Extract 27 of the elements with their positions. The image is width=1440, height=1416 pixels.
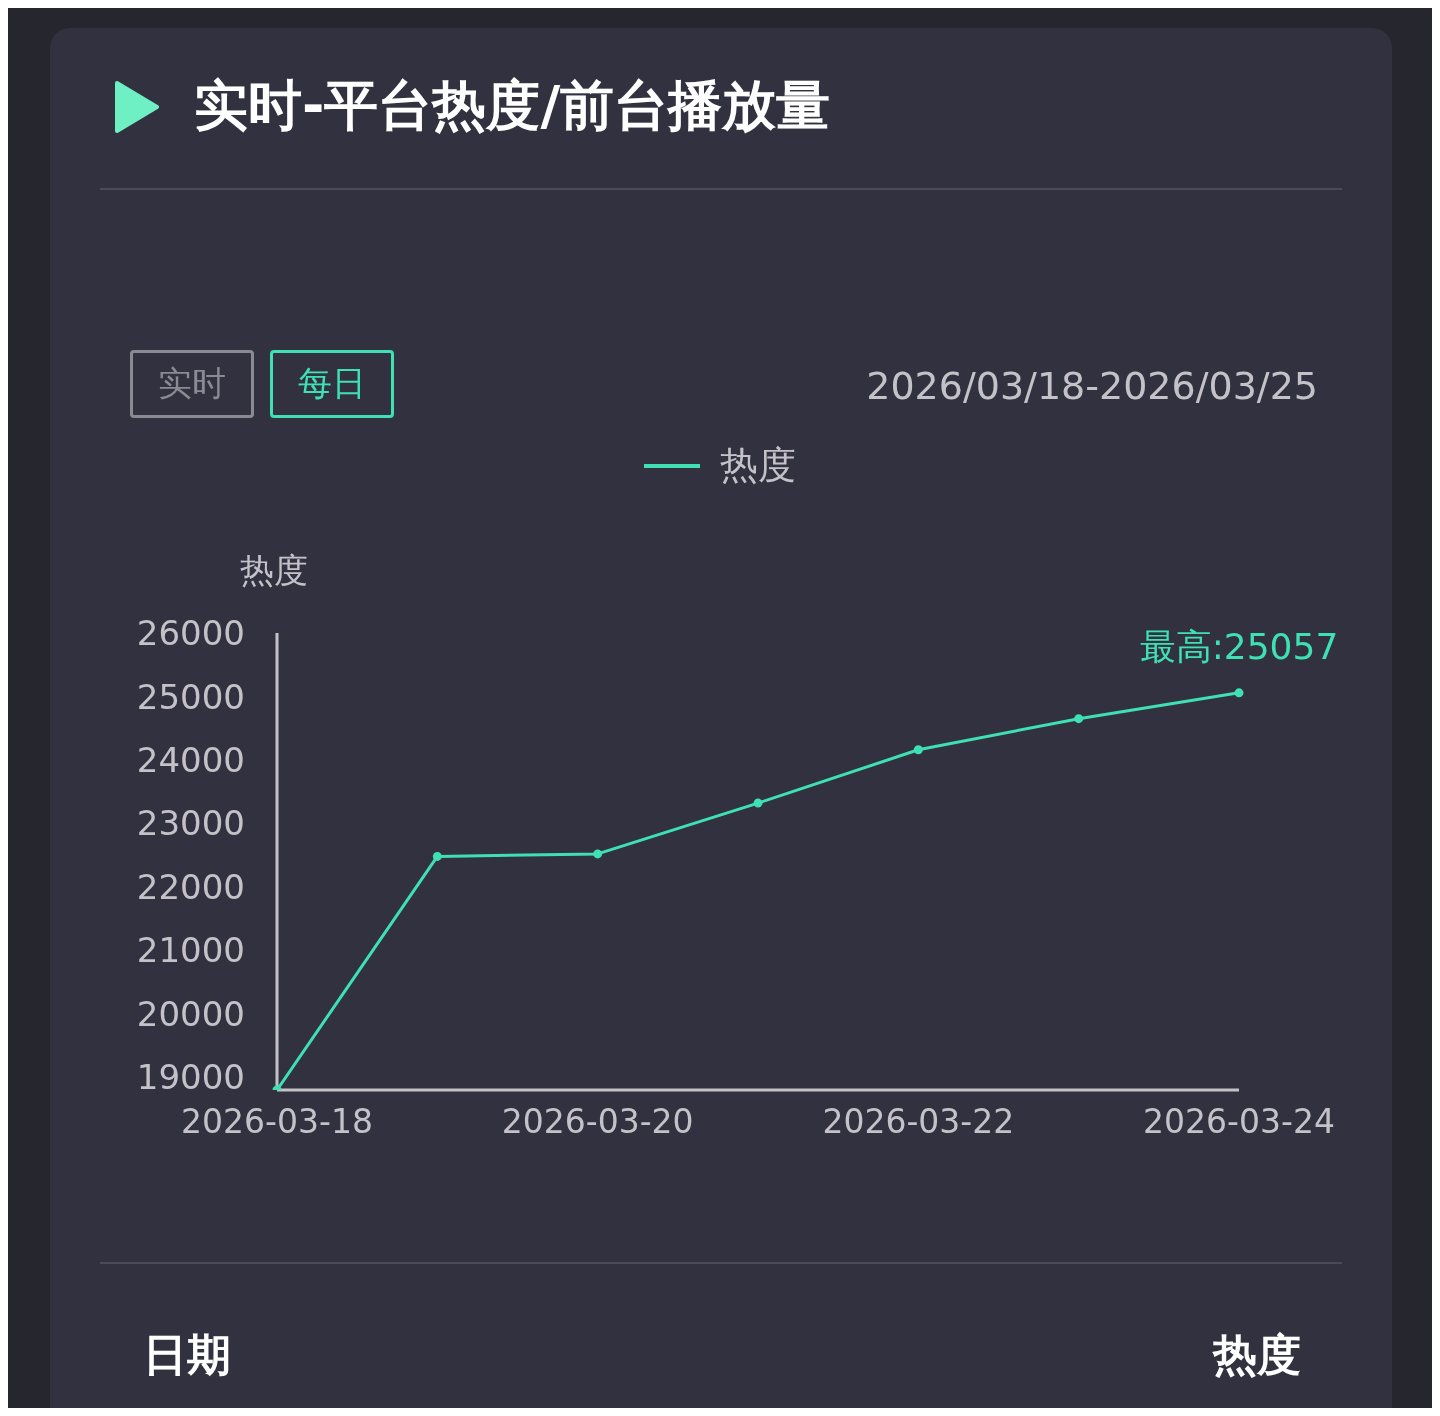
point	[593, 849, 603, 859]
x-tick-label: 2026-03-22	[822, 1102, 1015, 1142]
point	[913, 745, 923, 755]
y-tick-label: 22000	[136, 866, 245, 907]
text: 日期	[143, 1328, 231, 1382]
annotation: 最高:25057	[1139, 625, 1339, 667]
text: 每日	[270, 350, 394, 418]
chart-title: 实时-平台热度/前台播放量	[194, 73, 831, 139]
x-tick-label: 2026-03-18	[181, 1102, 373, 1142]
point	[753, 798, 763, 808]
point	[432, 851, 442, 861]
y-tick-label: 26000	[136, 613, 245, 654]
y-tick-label: 23000	[136, 803, 245, 844]
point	[1234, 688, 1244, 698]
chart-subtitle: 2026/03/18-2026/03/25	[866, 364, 1318, 408]
y-axis-title: 热度	[240, 549, 308, 592]
y-tick-label: 24000	[136, 740, 245, 781]
x-tick-label: 2026-03-20	[501, 1102, 694, 1142]
text: 实时	[130, 350, 254, 418]
y-tick-label: 20000	[136, 993, 245, 1034]
x-tick-label: 2026-03-24	[1143, 1102, 1335, 1142]
y-tick-label: 25000	[136, 676, 245, 717]
y-tick-label: 19000	[136, 1057, 245, 1098]
point	[1074, 714, 1084, 724]
legend-label: 热度	[720, 442, 796, 489]
y-tick-label: 21000	[136, 930, 245, 971]
text: 热度	[1213, 1328, 1301, 1382]
